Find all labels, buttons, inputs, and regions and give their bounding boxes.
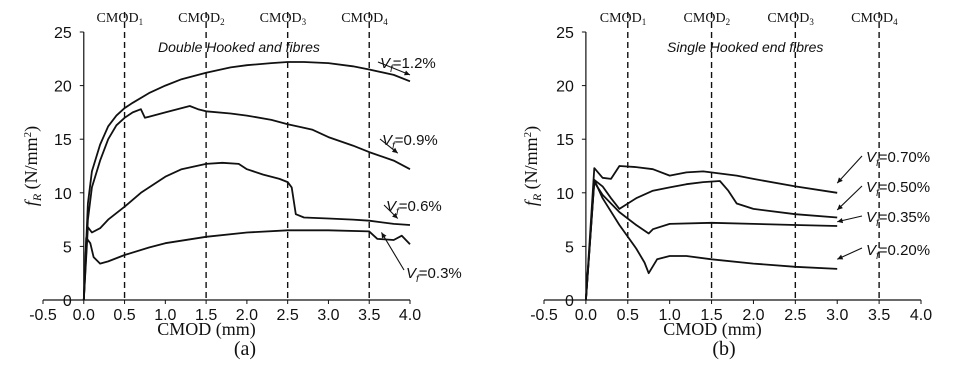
cmod-label: CMOD2 bbox=[684, 11, 731, 27]
label-leader bbox=[836, 155, 863, 184]
label-leader bbox=[836, 185, 863, 211]
y-tick-label: 25 bbox=[556, 25, 574, 42]
y-tick-label: 25 bbox=[54, 25, 72, 42]
y-tick-label: 5 bbox=[63, 239, 72, 256]
y-tick-label: 15 bbox=[54, 132, 72, 149]
panel-annotation: Single Hooked end fibres bbox=[667, 39, 823, 55]
label-arrowhead bbox=[381, 232, 387, 239]
x-tick-label: 1.0 bbox=[659, 307, 681, 324]
x-tick-label: 3.0 bbox=[826, 307, 848, 324]
label-leader bbox=[380, 232, 405, 271]
panel-a: -0.5 0.0 0.5 1.0 1.5 2.0 2.5 3.0 3.5 4.0 0 5 10 15 20 2… bbox=[21, 11, 462, 360]
x-tick-label: 0.5 bbox=[617, 307, 639, 324]
x-tick-label: 1.5 bbox=[700, 307, 722, 324]
series-line bbox=[585, 165, 838, 301]
series-label: Vf=0.70% bbox=[866, 149, 930, 169]
series-label: Vf=0.35% bbox=[866, 209, 930, 229]
y-tick-label: 0 bbox=[63, 293, 72, 310]
series-label: Vf=0.9% bbox=[382, 132, 438, 152]
cmod-label: CMOD1 bbox=[97, 11, 144, 27]
series-line bbox=[585, 181, 838, 301]
series-line bbox=[585, 179, 838, 301]
y-axis-title: fR (N/mm2) bbox=[521, 126, 544, 206]
y-tick-label: 15 bbox=[556, 132, 574, 149]
series-label: Vf=0.50% bbox=[866, 179, 930, 199]
cmod-label: CMOD3 bbox=[260, 11, 307, 27]
label-leader bbox=[377, 61, 411, 76]
cmod-label: CMOD4 bbox=[341, 11, 388, 27]
x-tick-label: 1.5 bbox=[195, 307, 217, 324]
panel-label: (b) bbox=[712, 338, 735, 360]
x-tick-label: 0.5 bbox=[113, 307, 135, 324]
label-arrowhead bbox=[837, 204, 843, 210]
y-tick-label: 10 bbox=[54, 186, 72, 203]
cmod-label: CMOD4 bbox=[851, 11, 898, 27]
x-tick-label: 4.0 bbox=[399, 307, 421, 324]
x-tick-label: 0.0 bbox=[575, 307, 597, 324]
series-label: Vf=1.2% bbox=[380, 55, 436, 75]
x-tick-label: -0.5 bbox=[29, 307, 57, 324]
x-tick-label: 3.0 bbox=[317, 307, 339, 324]
y-axis-title: fR (N/mm2) bbox=[21, 126, 44, 206]
y-tick-label: 20 bbox=[54, 79, 72, 96]
series-line bbox=[82, 229, 411, 301]
x-tick-label: 3.5 bbox=[868, 307, 890, 324]
label-arrowhead bbox=[391, 147, 398, 154]
x-tick-label: 2.0 bbox=[742, 307, 764, 324]
x-tick-label: 3.5 bbox=[358, 307, 380, 324]
y-tick-label: 20 bbox=[556, 79, 574, 96]
label-arrowhead bbox=[837, 217, 844, 224]
x-tick-label: 2.5 bbox=[277, 307, 299, 324]
y-tick-label: 0 bbox=[565, 293, 574, 310]
label-arrowhead bbox=[837, 177, 843, 184]
x-tick-label: -0.5 bbox=[530, 307, 558, 324]
label-arrowhead bbox=[837, 254, 844, 260]
series-line bbox=[585, 179, 838, 301]
panel-label: (a) bbox=[234, 338, 256, 360]
series-label: Vf=0.3% bbox=[406, 265, 462, 285]
y-tick-label: 10 bbox=[556, 186, 574, 203]
x-axis-title: CMOD (mm) bbox=[663, 319, 762, 340]
series-label: Vf=0.20% bbox=[866, 242, 930, 262]
panel-b: -0.5 0.0 0.5 1.0 1.5 2.0 2.5 3.0 3.5 4.0 0 5 10 15 20 2… bbox=[521, 11, 932, 360]
series-line bbox=[82, 161, 411, 301]
x-tick-label: 2.0 bbox=[236, 307, 258, 324]
x-tick-label: 1.0 bbox=[154, 307, 176, 324]
series-line bbox=[82, 61, 411, 301]
x-axis-title: CMOD (mm) bbox=[157, 319, 256, 340]
series-label: Vf=0.6% bbox=[386, 198, 442, 218]
cmod-label: CMOD2 bbox=[178, 11, 225, 27]
x-tick-label: 0.0 bbox=[73, 307, 95, 324]
x-tick-label: 2.5 bbox=[784, 307, 806, 324]
x-tick-label: 4.0 bbox=[910, 307, 932, 324]
label-arrowhead bbox=[404, 70, 410, 76]
series-line bbox=[82, 105, 411, 301]
cmod-label: CMOD1 bbox=[600, 11, 647, 27]
panel-annotation: Double Hooked and fibres bbox=[158, 39, 320, 55]
label-arrowhead bbox=[392, 212, 398, 219]
cmod-label: CMOD3 bbox=[767, 11, 814, 27]
y-tick-label: 5 bbox=[565, 239, 574, 256]
